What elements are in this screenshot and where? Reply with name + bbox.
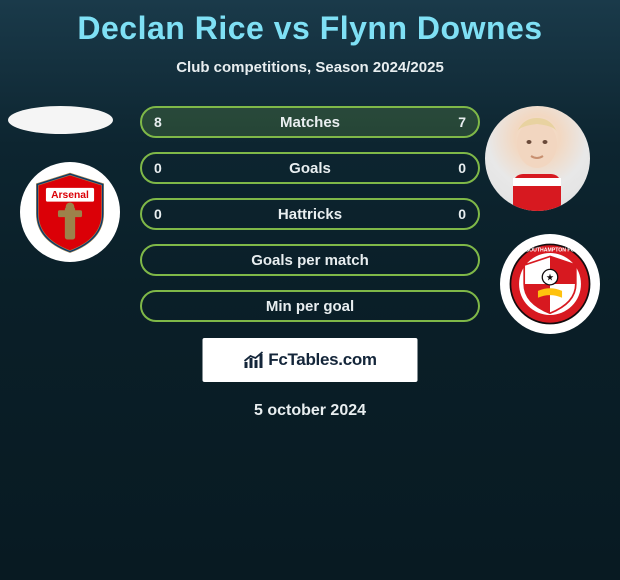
stat-label: Goals (289, 160, 331, 177)
brand-label: FcTables.com (243, 350, 377, 370)
stat-value-right: 7 (458, 114, 466, 130)
stat-bar-fill-right (320, 108, 478, 136)
stat-label: Min per goal (266, 298, 354, 315)
stat-value-left: 0 (154, 206, 162, 222)
player-silhouette-icon (485, 106, 590, 211)
stat-value-left: 8 (154, 114, 162, 130)
player-left-club-badge: Arsenal (20, 162, 120, 262)
stat-bar: 8 7 Matches (140, 106, 480, 138)
stat-label: Matches (280, 114, 340, 131)
svg-text:SOUTHAMPTON FC: SOUTHAMPTON FC (526, 247, 575, 253)
brand-text: FcTables.com (268, 350, 377, 370)
svg-text:Arsenal: Arsenal (51, 190, 89, 201)
page-title: Declan Rice vs Flynn Downes (0, 10, 620, 47)
stat-bar: 0 0 Hattricks (140, 198, 480, 230)
stat-bar: 0 0 Goals (140, 152, 480, 184)
stat-value-right: 0 (458, 160, 466, 176)
stat-value-left: 0 (154, 160, 162, 176)
comparison-card: Declan Rice vs Flynn Downes Club competi… (0, 0, 620, 76)
southampton-crest-icon: SOUTHAMPTON FC (507, 241, 593, 327)
player-right-avatar (485, 106, 590, 211)
player-right-club-badge: SOUTHAMPTON FC (500, 234, 600, 334)
arsenal-crest-icon: Arsenal (27, 169, 113, 255)
brand-box: FcTables.com (203, 338, 418, 382)
stat-label: Goals per match (251, 252, 369, 269)
stat-bars: 8 7 Matches 0 0 Goals 0 0 Hattricks Goals per mat… (140, 106, 480, 336)
player-left-avatar (8, 106, 113, 134)
stat-bar: Goals per match (140, 244, 480, 276)
subtitle: Club competitions, Season 2024/2025 (0, 59, 620, 76)
bar-chart-icon (243, 351, 265, 369)
stat-value-right: 0 (458, 206, 466, 222)
date: 5 october 2024 (0, 402, 620, 420)
stat-label: Hattricks (278, 206, 342, 223)
stat-bar: Min per goal (140, 290, 480, 322)
